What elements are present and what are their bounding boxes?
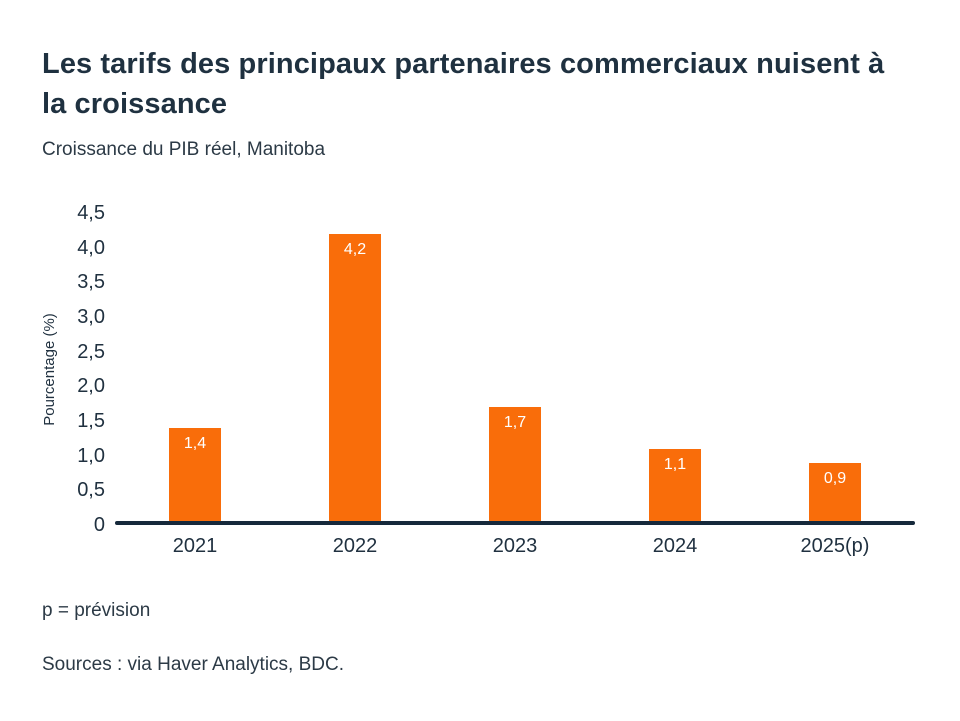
x-labels: 2021 2022 2023 2024 2025(p) <box>115 535 915 563</box>
y-tick-label: 1,5 <box>77 410 105 432</box>
bar-2022: 4,2 <box>329 233 381 525</box>
source-note: Sources : via Haver Analytics, BDC. <box>42 654 344 675</box>
x-axis-label-2024: 2024 <box>652 535 698 557</box>
y-tick-label: 3,0 <box>77 306 105 328</box>
bar-value-label: 1,1 <box>663 455 687 473</box>
y-tick-label: 4,0 <box>77 236 105 259</box>
y-tick-label: 2,5 <box>77 340 105 363</box>
y-tick-label: 0 <box>93 514 105 536</box>
y-tick-label: 3,5 <box>77 271 105 294</box>
x-axis-label-2022: 2022 <box>332 535 378 557</box>
plot-area: 1,4 4,2 1,7 1,1 0,9 <box>115 213 915 525</box>
bar-2021: 1,4 <box>169 427 221 525</box>
y-tick-label: 0,5 <box>77 479 105 502</box>
x-axis-label-2025(p): 2025(p) <box>800 535 870 557</box>
x-axis-line <box>115 521 915 525</box>
y-tick-label: 4,5 <box>77 202 105 224</box>
x-axis-label-2021: 2021 <box>172 535 218 557</box>
y-tick-label: 2,0 <box>77 375 105 398</box>
chart-subtitle: Croissance du PIB réel, Manitoba <box>42 139 326 160</box>
bar-2023: 1,7 <box>489 407 541 525</box>
bar-2025(p): 0,9 <box>809 462 861 525</box>
footnote: p = prévision <box>42 600 151 621</box>
bar-value-label: 1,7 <box>503 414 527 432</box>
y-tick-label: 1,0 <box>77 444 105 467</box>
bar-value-label: 4,2 <box>343 240 367 258</box>
y-ticks: 0 0,5 1,0 1,5 2,0 2,5 3,0 3,5 4,0 4,5 <box>40 202 105 536</box>
bar-value-label: 0,9 <box>823 469 847 487</box>
bar-value-label: 1,4 <box>183 434 207 452</box>
bar-2024: 1,1 <box>649 448 701 525</box>
chart-title: Les tarifs des principaux partenaires co… <box>42 48 885 120</box>
x-axis-label-2023: 2023 <box>492 535 538 557</box>
